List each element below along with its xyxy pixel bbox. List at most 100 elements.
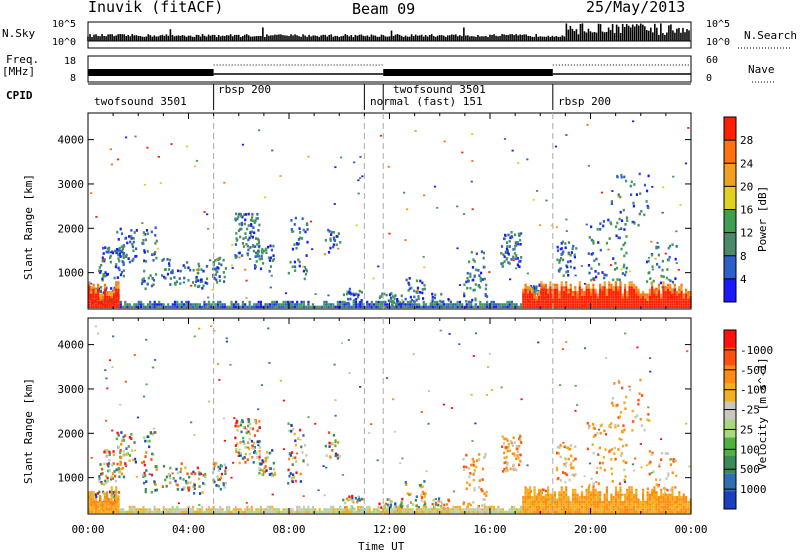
range-cell bbox=[345, 305, 348, 309]
range-cell bbox=[598, 446, 601, 450]
range-cell bbox=[118, 252, 121, 256]
range-cell bbox=[193, 165, 197, 168]
range-cell bbox=[272, 254, 275, 257]
range-cell bbox=[423, 504, 426, 508]
range-cell bbox=[646, 206, 649, 209]
range-cell bbox=[630, 286, 633, 289]
range-cell bbox=[471, 133, 474, 135]
range-cell bbox=[372, 277, 375, 280]
range-cell bbox=[592, 288, 595, 292]
range-cell bbox=[519, 303, 523, 306]
range-cell bbox=[553, 298, 557, 301]
range-cell bbox=[466, 286, 469, 290]
range-cell bbox=[297, 258, 300, 262]
range-cell bbox=[115, 498, 118, 501]
range-cell bbox=[611, 472, 614, 476]
range-cell bbox=[501, 265, 504, 268]
range-cell bbox=[558, 508, 561, 511]
range-cell bbox=[540, 510, 543, 514]
range-cell bbox=[104, 449, 107, 452]
range-cell bbox=[564, 464, 567, 468]
range-cell bbox=[684, 291, 688, 294]
range-cell bbox=[151, 305, 154, 309]
range-cell bbox=[684, 305, 688, 309]
range-cell bbox=[637, 398, 640, 402]
range-cell bbox=[678, 286, 681, 289]
range-cell bbox=[197, 271, 200, 275]
range-cell bbox=[580, 500, 584, 504]
range-cell bbox=[526, 305, 529, 309]
range-cell bbox=[280, 303, 283, 306]
range-cell bbox=[571, 496, 575, 499]
range-cell bbox=[610, 288, 613, 292]
range-cell bbox=[675, 305, 679, 309]
range-cell bbox=[103, 258, 106, 261]
range-cell bbox=[599, 286, 602, 289]
range-cell bbox=[524, 305, 527, 309]
range-cell bbox=[330, 233, 333, 236]
range-cell bbox=[242, 245, 245, 248]
range-cell bbox=[660, 491, 663, 494]
range-cell bbox=[547, 493, 550, 497]
range-cell bbox=[413, 295, 416, 299]
range-cell bbox=[261, 459, 264, 462]
range-cell bbox=[454, 303, 457, 306]
y-tick-label: 4000 bbox=[58, 339, 85, 352]
range-cell bbox=[173, 510, 177, 514]
range-cell bbox=[522, 305, 525, 309]
range-cell bbox=[245, 431, 248, 435]
range-cell bbox=[553, 286, 557, 289]
range-cell bbox=[398, 505, 402, 509]
range-cell bbox=[605, 505, 609, 509]
range-cell bbox=[626, 303, 629, 306]
range-cell bbox=[199, 278, 203, 282]
range-cell bbox=[105, 451, 108, 455]
range-cell bbox=[522, 300, 525, 304]
range-cell bbox=[567, 241, 571, 244]
range-cell bbox=[680, 283, 683, 287]
range-cell bbox=[112, 335, 115, 338]
range-cell bbox=[289, 303, 292, 306]
range-cell bbox=[614, 496, 618, 499]
range-cell bbox=[540, 505, 543, 509]
range-cell bbox=[547, 500, 550, 504]
range-cell bbox=[196, 303, 199, 306]
range-cell bbox=[258, 223, 261, 227]
range-cell bbox=[524, 498, 527, 501]
range-cell bbox=[275, 303, 278, 306]
range-cell bbox=[389, 296, 393, 300]
range-cell bbox=[106, 498, 109, 501]
range-cell bbox=[336, 508, 339, 511]
range-cell bbox=[662, 291, 665, 294]
range-cell bbox=[231, 267, 234, 269]
range-cell bbox=[440, 510, 443, 514]
range-cell bbox=[522, 505, 525, 509]
range-cell bbox=[518, 444, 521, 448]
range-cell bbox=[662, 286, 665, 289]
range-cell bbox=[669, 508, 672, 511]
range-cell bbox=[466, 505, 469, 509]
range-cell bbox=[153, 505, 156, 509]
range-cell bbox=[561, 348, 564, 351]
range-cell bbox=[151, 303, 154, 306]
range-cell bbox=[171, 508, 174, 511]
range-cell bbox=[646, 505, 649, 509]
range-cell bbox=[473, 260, 476, 263]
range-cell bbox=[353, 293, 357, 297]
range-cell bbox=[396, 300, 399, 304]
range-cell bbox=[133, 231, 136, 234]
range-cell bbox=[675, 245, 678, 248]
range-cell bbox=[245, 428, 249, 431]
range-cell bbox=[596, 305, 599, 309]
range-cell bbox=[655, 295, 658, 299]
range-cell bbox=[212, 505, 215, 509]
range-cell bbox=[296, 300, 299, 304]
range-cell bbox=[626, 493, 629, 497]
range-cell bbox=[388, 498, 391, 501]
range-cell bbox=[269, 244, 272, 248]
range-cell bbox=[220, 263, 223, 267]
range-cell bbox=[244, 452, 247, 456]
range-cell bbox=[92, 493, 95, 497]
range-cell bbox=[106, 503, 109, 506]
range-cell bbox=[104, 246, 107, 250]
